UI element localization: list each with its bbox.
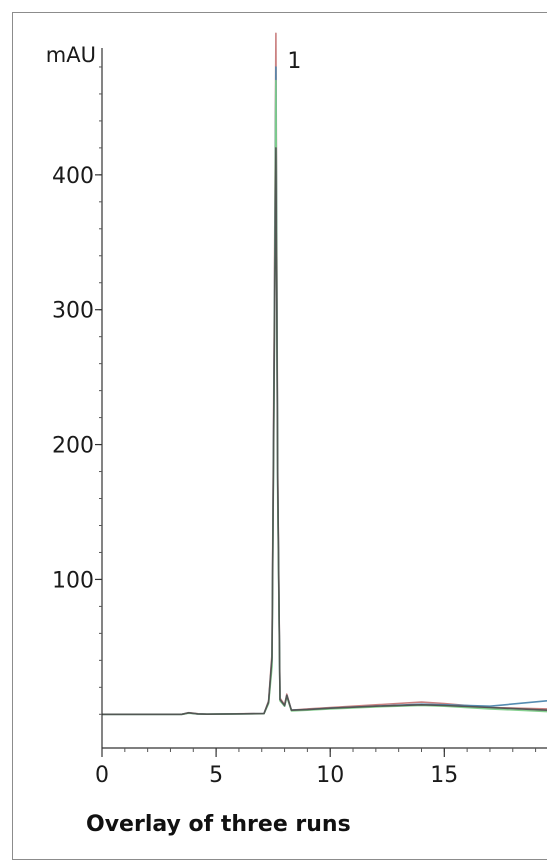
y-tick-label: 100 xyxy=(52,568,94,593)
y-tick-label: 200 xyxy=(52,434,94,459)
y-axis-unit-label: mAU xyxy=(46,43,96,67)
x-tick-label: 0 xyxy=(95,763,109,788)
x-tick-label: 5 xyxy=(209,763,223,788)
series-trace-4 xyxy=(102,147,547,716)
axes: 100 200 300 400 mAU 0 5 10 15 xyxy=(46,43,547,788)
plot-marks: 1 xyxy=(102,32,547,716)
x-tick-label: 10 xyxy=(316,763,344,788)
chart-caption: Overlay of three runs xyxy=(86,812,351,837)
series-trace-1 xyxy=(102,32,547,716)
series-trace-3 xyxy=(102,79,547,716)
y-tick-label: 300 xyxy=(52,299,94,324)
peak-label-1: 1 xyxy=(287,49,301,74)
x-tick-label: 15 xyxy=(430,763,458,788)
chart-frame xyxy=(12,12,547,860)
series-trace-2 xyxy=(102,66,547,716)
y-tick-label: 400 xyxy=(52,164,94,189)
